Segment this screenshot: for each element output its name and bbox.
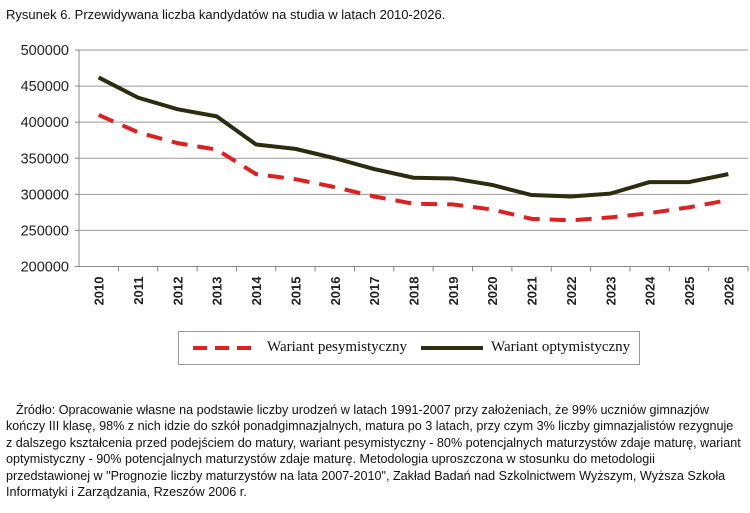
y-tick-label: 350000 xyxy=(21,151,69,167)
legend-label: Wariant pesymistyczny xyxy=(267,339,408,355)
x-tick-label: 2010 xyxy=(92,277,107,306)
y-tick-label: 400000 xyxy=(21,115,69,131)
series-line-pessimistic xyxy=(97,113,729,223)
y-tick-label: 200000 xyxy=(21,260,69,276)
source-note: Źródło: Opracowanie własne na podstawie … xyxy=(6,403,741,500)
y-tick-label: 500000 xyxy=(21,43,69,59)
legend-label: Wariant optymistyczny xyxy=(491,339,631,355)
legend: Wariant pesymistyczny Wariant optymistyc… xyxy=(178,331,640,365)
y-tick-label: 250000 xyxy=(21,223,69,239)
x-tick-label: 2024 xyxy=(643,276,658,306)
x-tick-label: 2020 xyxy=(485,277,500,306)
x-tick-label: 2012 xyxy=(170,277,185,306)
x-tick-label: 2025 xyxy=(682,277,697,306)
y-tick-label: 450000 xyxy=(21,79,69,95)
x-tick-label: 2021 xyxy=(525,277,540,306)
line-chart: 500000 450000 400000 350000 300000 250000 2000… xyxy=(21,43,749,306)
x-tick-label: 2026 xyxy=(721,277,736,306)
legend-item-pessimistic: Wariant pesymistyczny xyxy=(191,339,407,356)
x-tick-label: 2013 xyxy=(210,277,225,306)
x-tick-label: 2017 xyxy=(367,277,382,306)
x-tick-label: 2023 xyxy=(603,277,618,306)
x-tick-label: 2014 xyxy=(249,276,264,306)
y-tick-label: 300000 xyxy=(21,187,69,203)
legend-swatch-solid xyxy=(421,345,483,350)
series-line-optimistic xyxy=(97,75,729,199)
x-tick-label: 2018 xyxy=(407,277,422,306)
x-tick-label: 2011 xyxy=(131,277,146,305)
x-tick-label: 2019 xyxy=(446,277,461,306)
x-tick-label: 2016 xyxy=(328,277,343,306)
figure-title: Rysunek 6. Przewidywana liczba kandydató… xyxy=(6,7,446,22)
legend-swatch-dashed xyxy=(193,345,259,350)
x-tick-label: 2015 xyxy=(288,277,303,306)
x-tick-label: 2022 xyxy=(564,277,579,306)
legend-item-optimistic: Wariant optymistyczny xyxy=(419,339,630,356)
